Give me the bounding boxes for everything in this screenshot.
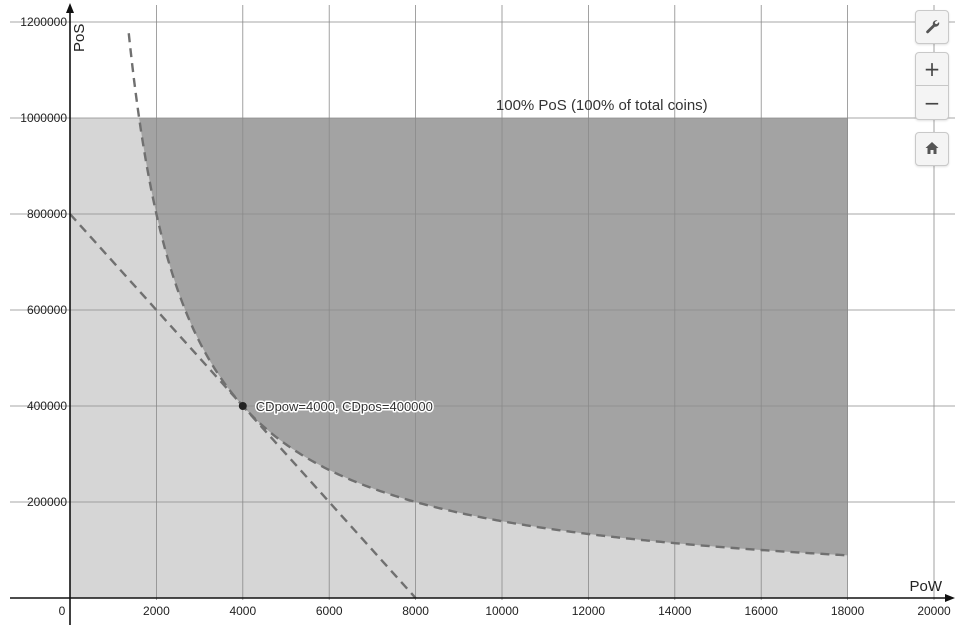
x-tick-label: 18000 bbox=[831, 604, 865, 618]
x-tick-label: 2000 bbox=[143, 604, 170, 618]
y-axis-title: PoS bbox=[71, 24, 88, 52]
y-axis-arrow bbox=[66, 3, 74, 13]
home-icon bbox=[924, 140, 940, 159]
y-tick-label: 1000000 bbox=[20, 111, 67, 125]
y-tick-label: 1200000 bbox=[20, 15, 67, 29]
x-tick-label: 12000 bbox=[572, 604, 606, 618]
zoom-out-button[interactable]: − bbox=[915, 86, 949, 120]
y-tick-label: 400000 bbox=[27, 399, 67, 413]
wrench-icon bbox=[924, 18, 940, 37]
x-tick-label: 0 bbox=[59, 604, 66, 618]
x-tick-label: 4000 bbox=[229, 604, 256, 618]
x-tick-label: 14000 bbox=[658, 604, 692, 618]
x-tick-label: 20000 bbox=[917, 604, 951, 618]
x-tick-label: 10000 bbox=[485, 604, 519, 618]
x-axis-title: PoW bbox=[909, 578, 942, 595]
x-tick-label: 6000 bbox=[316, 604, 343, 618]
y-tick-label: 600000 bbox=[27, 303, 67, 317]
y-tick-label: 800000 bbox=[27, 207, 67, 221]
x-axis-arrow bbox=[945, 594, 955, 602]
tangent-point bbox=[238, 402, 247, 410]
x-tick-label: 8000 bbox=[402, 604, 429, 618]
upper-region bbox=[139, 118, 848, 556]
x-tick-label: 16000 bbox=[745, 604, 779, 618]
annotation-label: 100% PoS (100% of total coins) bbox=[496, 97, 708, 114]
tangent-point-label: CDpow=4000, CDpos=400000 bbox=[256, 399, 433, 414]
zoom-out-icon: − bbox=[923, 90, 941, 115]
home-button[interactable] bbox=[915, 132, 949, 166]
y-tick-label: 200000 bbox=[27, 495, 67, 509]
zoom-in-button[interactable]: + bbox=[915, 52, 949, 86]
zoom-in-icon: + bbox=[923, 57, 941, 81]
settings-button[interactable] bbox=[915, 10, 949, 44]
